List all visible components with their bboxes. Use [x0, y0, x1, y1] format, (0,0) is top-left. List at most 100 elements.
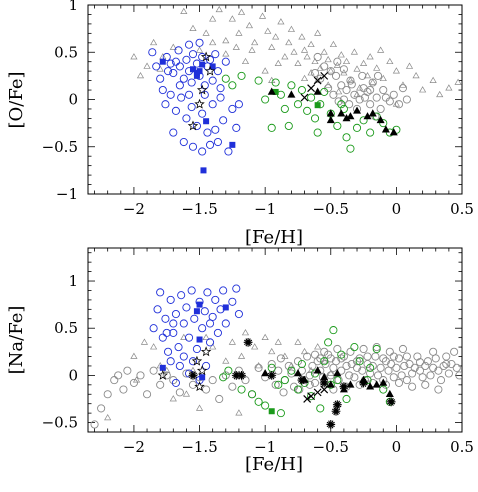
data-point-open-circle: [350, 343, 359, 352]
data-point-open-triangle: [386, 57, 394, 65]
data-point-open-circle: [431, 354, 440, 363]
data-point-open-triangle: [342, 57, 351, 65]
data-point-asterisk: [297, 375, 307, 385]
data-point-cross: [303, 395, 312, 403]
data-point-open-circle: [267, 123, 276, 132]
data-point-open-triangle: [436, 90, 444, 98]
data-point-open-circle: [366, 128, 375, 137]
data-point-open-circle: [219, 373, 228, 382]
data-point-open-triangle: [189, 24, 197, 31]
data-point-open-triangle: [300, 74, 309, 82]
data-point-open-circle: [363, 352, 372, 361]
data-point-open-circle: [179, 74, 188, 83]
data-point-open-circle: [187, 286, 196, 295]
data-point-open-star: [157, 369, 169, 380]
data-point-open-circle: [442, 352, 451, 361]
data-point-open-circle: [308, 361, 317, 370]
data-points: [130, 5, 462, 174]
data-point-open-triangle: [314, 76, 322, 83]
x-tick-label: −2: [123, 200, 145, 218]
panel-oxygen: [O/Fe] [Fe/H] −2 −1.5 −1 −0.5 0 0.5 −1 −0.5 0 0.5…: [6, 0, 474, 248]
data-point-open-triangle: [335, 88, 343, 95]
data-point-filled-triangle: [342, 114, 351, 122]
panel-sodium-ylabel: [Na/Fe]: [6, 306, 27, 375]
data-point-open-circle: [169, 376, 178, 385]
data-point-open-triangle: [215, 5, 223, 13]
data-point-filled-triangle: [333, 369, 342, 377]
data-point-cross: [313, 76, 322, 85]
data-point-open-circle: [429, 363, 438, 372]
data-point-open-circle: [376, 104, 385, 113]
data-point-filled-triangle: [337, 109, 346, 117]
data-point-open-circle: [342, 361, 351, 370]
data-point-open-circle: [303, 106, 312, 115]
data-point-open-circle: [162, 52, 171, 62]
x-tick-label: −0.5: [313, 200, 349, 218]
data-point-open-circle: [184, 90, 194, 99]
data-point-asterisk: [326, 420, 336, 429]
data-point-open-circle: [143, 390, 152, 399]
data-point-open-circle: [163, 347, 173, 356]
data-point-open-circle: [166, 59, 175, 68]
data-point-open-circle: [267, 360, 276, 369]
data-point-open-circle: [400, 361, 409, 370]
data-point-open-circle: [389, 90, 398, 99]
data-point-open-circle: [434, 385, 443, 394]
data-point-open-circle: [276, 409, 285, 418]
data-point-open-circle: [345, 100, 354, 109]
data-point-open-circle: [326, 67, 335, 76]
data-point-open-triangle: [419, 86, 427, 93]
data-point-open-triangle: [195, 46, 204, 53]
data-point-open-triangle: [353, 65, 361, 72]
data-point-open-triangle: [307, 69, 315, 76]
data-point-open-circle: [182, 55, 191, 64]
data-point-open-circle: [310, 114, 320, 123]
data-point-open-circle: [149, 324, 158, 333]
y-tick-label: 0.5: [54, 319, 78, 337]
data-point-open-star: [194, 381, 205, 392]
data-point-open-circle: [372, 93, 381, 102]
y-tick-label: 0: [68, 91, 78, 109]
data-point-open-circle: [310, 68, 320, 78]
data-point-open-circle: [329, 90, 338, 99]
data-point-open-circle: [359, 116, 368, 125]
data-point-open-circle: [184, 333, 194, 342]
x-tick-label: −1: [254, 438, 276, 456]
data-point-open-circle: [376, 363, 385, 372]
data-point-open-triangle: [285, 38, 293, 46]
data-point-open-triangle: [104, 413, 112, 421]
data-point-open-triangle: [169, 395, 177, 402]
data-point-open-circle: [158, 333, 167, 342]
data-point-open-star: [204, 65, 216, 76]
data-point-open-circle: [219, 286, 228, 295]
data-point-open-circle: [198, 52, 207, 62]
data-point-open-triangle: [251, 38, 259, 46]
data-point-open-circle: [331, 71, 341, 80]
data-point-open-circle: [213, 328, 222, 337]
data-point-open-circle: [187, 103, 196, 112]
data-point-open-circle: [368, 78, 377, 87]
data-point-open-circle: [371, 352, 380, 361]
data-point-open-circle: [179, 319, 188, 328]
data-point-open-circle: [247, 390, 257, 399]
data-point-open-triangle: [248, 46, 256, 53]
data-point-open-circle: [310, 350, 320, 359]
data-point-open-triangle: [307, 40, 315, 48]
data-point-filled-triangle: [346, 112, 355, 120]
data-point-open-circle: [342, 86, 351, 95]
data-point-open-circle: [305, 380, 314, 389]
data-point-open-circle: [228, 382, 237, 391]
data-point-open-circle: [405, 360, 414, 369]
data-point-open-triangle: [356, 84, 364, 91]
data-point-open-triangle: [377, 46, 385, 53]
data-point-open-circle: [175, 62, 184, 71]
data-point-open-triangle: [281, 53, 289, 60]
data-point-filled-square: [268, 408, 275, 415]
data-point-asterisk: [231, 370, 241, 380]
data-point-filled-triangle: [372, 380, 381, 388]
data-point-open-circle: [310, 369, 320, 378]
x-tick-label: 0.5: [450, 438, 474, 456]
data-point-open-circle: [110, 376, 119, 385]
data-point-open-circle: [187, 78, 196, 87]
